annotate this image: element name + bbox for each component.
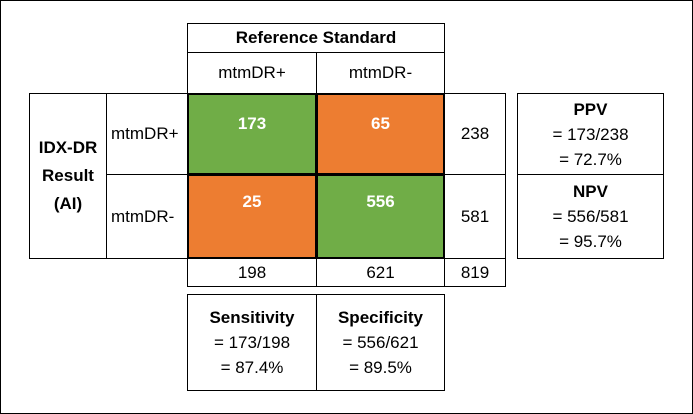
false-negative-cell: 25 <box>187 174 317 259</box>
false-positive-cell: 65 <box>316 93 445 175</box>
specificity-box: Specificity = 556/621 = 89.5% <box>316 294 445 391</box>
specificity-formula: = 556/621 <box>342 333 419 352</box>
npv-title: NPV <box>573 182 608 201</box>
row-header-line-2: Result <box>42 166 94 185</box>
row-header-line-1: IDX-DR <box>38 138 98 157</box>
reference-standard-header: Reference Standard <box>187 23 445 53</box>
idx-dr-result-header: IDX-DR Result (AI) <box>29 93 107 259</box>
npv-box: NPV = 556/581 = 95.7% <box>517 174 664 259</box>
ppv-box: PPV = 173/238 = 72.7% <box>517 93 664 175</box>
grand-total: 819 <box>444 258 506 287</box>
true-negative-cell: 556 <box>316 174 445 259</box>
sensitivity-result: = 87.4% <box>220 358 284 377</box>
column-header-mtmdr-positive: mtmDR+ <box>187 52 317 94</box>
false-negative-value: 25 <box>242 192 262 211</box>
specificity-result: = 89.5% <box>349 358 412 377</box>
column-total-negative: 621 <box>316 258 445 287</box>
true-negative-value: 556 <box>366 192 395 211</box>
row-label-mtmdr-positive: mtmDR+ <box>106 93 188 175</box>
row-total-positive: 238 <box>444 93 506 175</box>
row-total-negative: 581 <box>444 174 506 259</box>
npv-result: = 95.7% <box>559 232 622 251</box>
sensitivity-box: Sensitivity = 173/198 = 87.4% <box>187 294 317 391</box>
ppv-result: = 72.7% <box>559 149 622 169</box>
row-label-mtmdr-negative: mtmDR- <box>106 174 188 259</box>
sensitivity-title: Sensitivity <box>209 308 295 327</box>
column-header-mtmdr-negative: mtmDR- <box>316 52 445 94</box>
sensitivity-formula: = 173/198 <box>213 333 291 352</box>
true-positive-value: 173 <box>237 114 267 133</box>
ppv-formula: = 173/238 <box>552 124 629 144</box>
column-total-positive: 198 <box>187 258 317 287</box>
npv-formula: = 556/581 <box>552 207 629 226</box>
true-positive-cell: 173 <box>187 93 317 175</box>
row-header-line-3: (AI) <box>53 194 83 213</box>
ppv-title: PPV <box>573 99 608 119</box>
false-positive-value: 65 <box>371 114 390 133</box>
specificity-title: Specificity <box>337 308 424 327</box>
